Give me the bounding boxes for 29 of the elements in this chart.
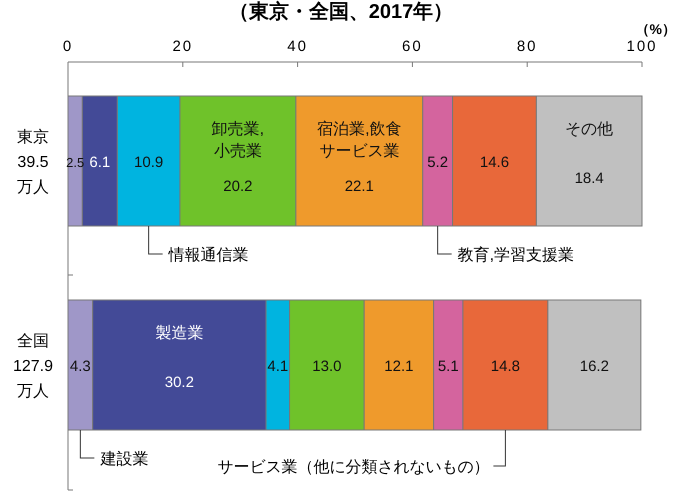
data-label: 16.2 bbox=[580, 358, 609, 375]
data-label: 4.3 bbox=[70, 358, 91, 375]
series-label: 情報通信業 bbox=[168, 246, 249, 264]
series-label: 建設業 bbox=[99, 450, 148, 468]
x-tick-label: 100 bbox=[626, 38, 658, 55]
data-label: 10.9 bbox=[134, 154, 164, 171]
data-label: 20.2 bbox=[223, 178, 253, 195]
data-label: 12.1 bbox=[384, 358, 414, 375]
data-label: 18.4 bbox=[574, 170, 604, 187]
x-tick-label: 0 bbox=[62, 38, 74, 55]
data-label: 30.2 bbox=[164, 374, 194, 391]
x-tick-label: 80 bbox=[516, 38, 538, 55]
data-label: 5.1 bbox=[438, 358, 459, 375]
data-label: 6.1 bbox=[89, 154, 110, 171]
y-tick-label: 東京 39.5 万人 bbox=[17, 128, 49, 196]
x-tick-label: 40 bbox=[287, 38, 308, 55]
chart-title: （東京・全国、2017年） bbox=[228, 0, 454, 23]
data-label: 14.6 bbox=[480, 154, 510, 171]
data-label: 22.1 bbox=[344, 178, 374, 195]
x-tick-label: 20 bbox=[172, 38, 194, 55]
series-label: サービス業（他に分類されないもの） bbox=[217, 458, 490, 476]
x-tick-label: 60 bbox=[402, 38, 423, 55]
data-label: 4.1 bbox=[267, 358, 288, 375]
text: （%） bbox=[636, 21, 676, 37]
data-label: 5.2 bbox=[427, 154, 448, 171]
series-label: 教育,学習支援業 bbox=[458, 246, 574, 264]
data-label: 13.0 bbox=[312, 358, 342, 375]
data-label: 14.8 bbox=[490, 358, 520, 375]
y-tick-label: 全国 127.9 万人 bbox=[12, 333, 54, 400]
